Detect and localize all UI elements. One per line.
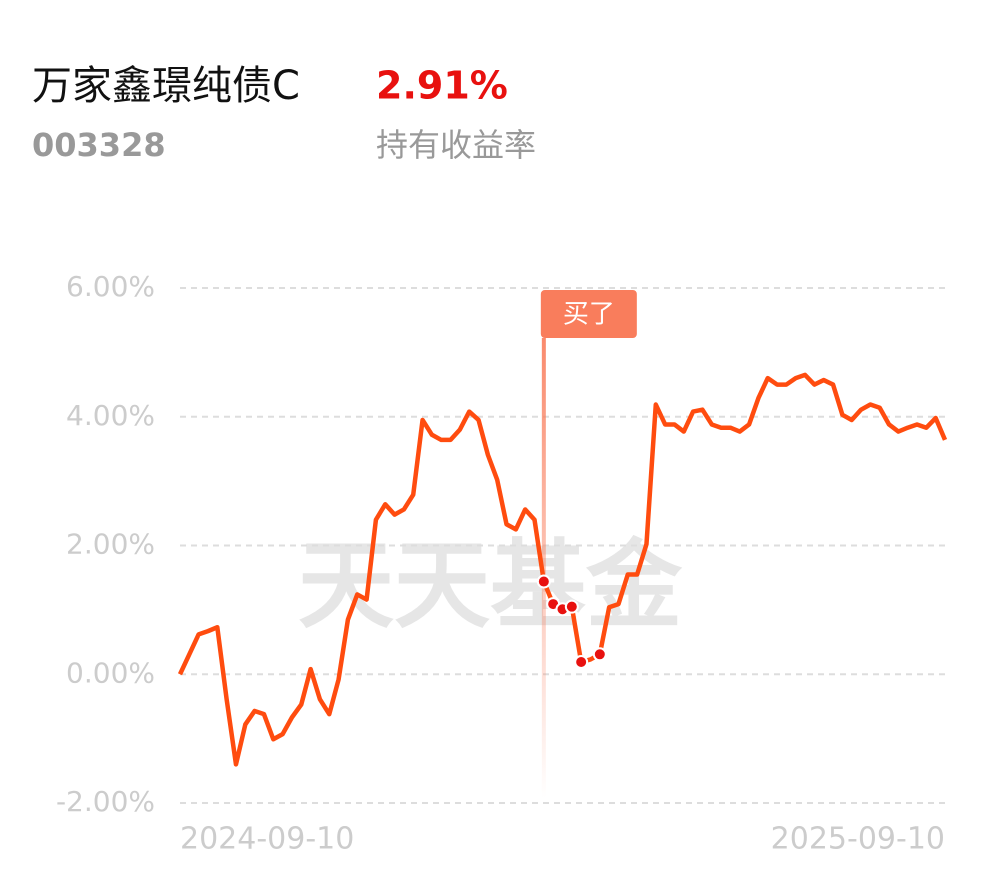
x-tick-label: 2024-09-10 [180, 822, 354, 857]
y-tick-label: -2.00% [56, 785, 155, 818]
return-value: 2.91% [376, 64, 508, 108]
return-label: 持有收益率 [376, 126, 536, 164]
buy-marker [536, 574, 551, 589]
y-tick-label: 0.00% [66, 656, 155, 689]
annotation-box [540, 290, 637, 338]
fund-name: 万家鑫璟纯债C [32, 63, 300, 109]
watermark: 天天基金 [298, 529, 683, 641]
buy-marker [574, 655, 589, 670]
y-tick-label: 6.00% [66, 270, 155, 303]
annotation-label: 买了 [563, 300, 615, 330]
fund-code: 003328 [32, 126, 166, 164]
x-tick-label: 2025-09-10 [771, 822, 945, 857]
y-tick-label: 4.00% [66, 399, 155, 432]
buy-marker [592, 647, 607, 662]
y-tick-label: 2.00% [66, 528, 155, 561]
buy-marker [564, 599, 579, 614]
